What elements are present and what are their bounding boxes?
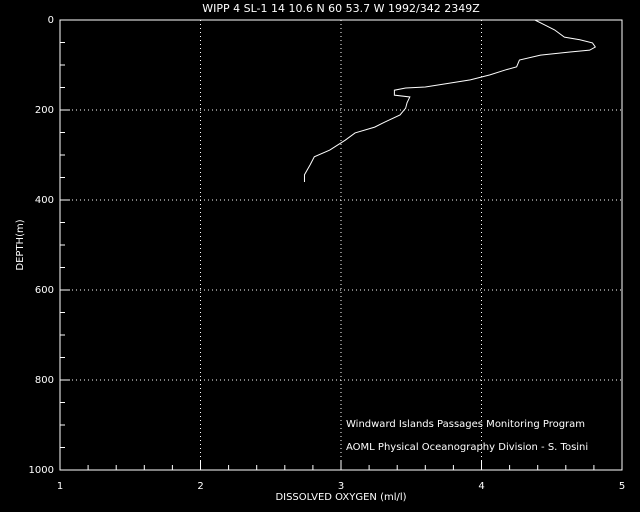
x-tick-label: 5 [619,481,625,492]
profile-line [303,19,597,182]
y-tick-label: 1000 [29,465,54,476]
x-tick-label: 1 [57,481,63,492]
x-tick-label: 2 [197,481,203,492]
y-tick-label: 200 [35,105,54,116]
y-tick-label: 0 [48,15,54,26]
annotation: Windward Islands Passages Monitoring Pro… [346,419,585,430]
y-tick-label: 800 [35,375,54,386]
chart-title: WIPP 4 SL-1 14 10.6 N 60 53.7 W 1992/342… [202,2,480,15]
x-tick-label: 3 [338,481,344,492]
x-tick-label: 4 [478,481,484,492]
x-axis-label: DISSOLVED OXYGEN (ml/l) [275,492,406,503]
y-tick-label: 600 [35,285,54,296]
annotation: AOML Physical Oceanography Division - S.… [346,442,588,453]
y-tick-label: 400 [35,195,54,206]
y-axis-label: DEPTH(m) [15,219,26,270]
